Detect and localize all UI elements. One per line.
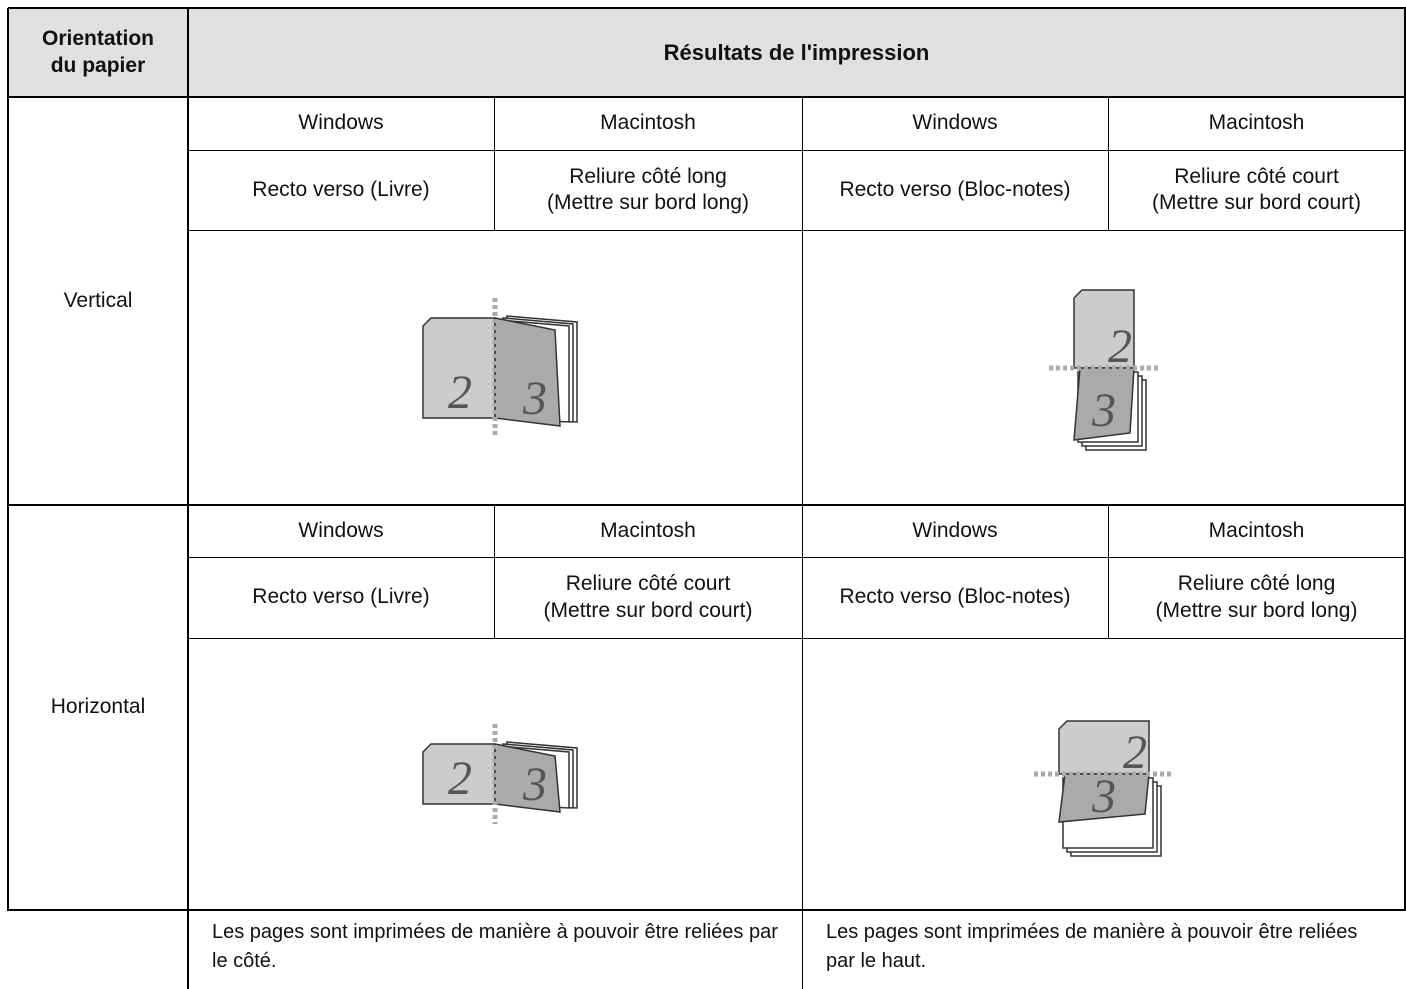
- rule: [1107, 97, 1109, 230]
- page-number: 2: [448, 752, 472, 805]
- page-number: 3: [1091, 384, 1116, 437]
- rule: [187, 8, 189, 989]
- page-number: 2: [448, 366, 472, 419]
- rule: [493, 97, 495, 230]
- page-number: 2: [1123, 726, 1147, 779]
- rule: [188, 149, 1406, 151]
- mode-label: Reliure côté court (Mettre sur bord cour…: [1152, 164, 1361, 214]
- os-label: Windows: [912, 518, 998, 542]
- os-label: Macintosh: [600, 111, 696, 135]
- os-label: Macintosh: [1208, 111, 1305, 135]
- mode-label: Recto verso (Bloc-notes): [839, 177, 1071, 201]
- rule: [493, 505, 495, 638]
- page-number: 3: [1091, 770, 1116, 823]
- header-cell: Résultats de l'impression: [663, 39, 930, 65]
- mode-label: Recto verso (Livre): [252, 177, 430, 201]
- note: Les pages sont imprimées de manière à po…: [212, 921, 778, 972]
- mode-label: Recto verso (Bloc-notes): [839, 585, 1071, 609]
- mode-label: Reliure côté court (Mettre sur bord cour…: [543, 572, 753, 622]
- illustration-part: [1057, 720, 1150, 775]
- rule: [8, 96, 1406, 98]
- os-label: Windows: [298, 518, 384, 542]
- rule: [8, 504, 1406, 506]
- header-cell: Orientation du papier: [41, 27, 154, 77]
- mode-label: Recto verso (Livre): [252, 585, 430, 609]
- illustration-part: [1072, 288, 1135, 369]
- rule: [188, 229, 1406, 231]
- rule: [8, 909, 1406, 911]
- mode-label: Reliure côté long (Mettre sur bord long): [1155, 572, 1358, 622]
- orientation-label: Vertical: [63, 288, 133, 312]
- rule: [1107, 505, 1109, 638]
- rule: [801, 97, 803, 989]
- os-label: Windows: [912, 111, 998, 135]
- mode-label: Reliure côté long (Mettre sur bord long): [547, 164, 749, 214]
- os-label: Macintosh: [1208, 518, 1305, 542]
- rule: [8, 7, 1406, 9]
- page-number: 3: [522, 758, 547, 811]
- rule: [1404, 8, 1406, 911]
- rule: [188, 556, 1406, 558]
- os-label: Windows: [298, 111, 384, 135]
- illustration: 23: [1048, 288, 1159, 451]
- orientation-label: Horizontal: [50, 695, 146, 719]
- page-number: 2: [1108, 320, 1132, 373]
- header-bg: [8, 8, 1405, 97]
- rule: [188, 637, 1406, 639]
- illustration: 23: [1033, 720, 1174, 857]
- page-number: 3: [522, 372, 547, 425]
- illustration-part: [1072, 366, 1135, 441]
- rule: [7, 8, 9, 911]
- note: Les pages sont imprimées de manière à po…: [826, 921, 1358, 972]
- os-label: Macintosh: [600, 518, 696, 542]
